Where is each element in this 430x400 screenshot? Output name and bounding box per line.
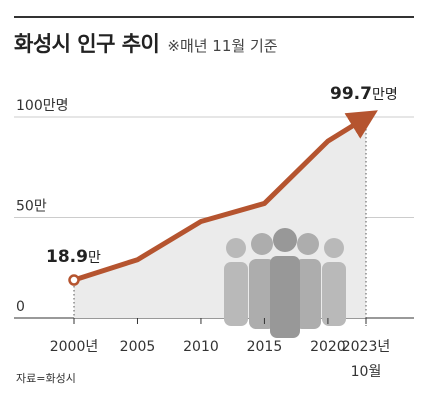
line-layer <box>68 110 378 286</box>
person-body <box>322 262 346 326</box>
x-tick-label: 2005 <box>120 339 156 355</box>
x-tick-sublabel: 10월 <box>351 364 382 380</box>
x-tick-label: 2020 <box>310 339 346 355</box>
value-label-end: 99.7만명 <box>330 84 398 104</box>
y-tick-label: 0 <box>16 299 25 315</box>
x-tick-label: 2000년 <box>50 339 99 355</box>
person-body <box>224 262 248 326</box>
value-label-end-number: 99.7 <box>330 84 372 104</box>
x-tick-label: 2010 <box>183 339 219 355</box>
data-point <box>199 220 202 223</box>
value-label-start-unit: 만 <box>88 250 101 266</box>
chart-subtitle: ※매년 11월 기준 <box>167 37 278 55</box>
person-head <box>273 228 297 252</box>
value-label-end-unit: 만명 <box>372 87 398 103</box>
series-line <box>71 110 378 283</box>
data-point <box>326 140 329 143</box>
data-point <box>263 202 266 205</box>
person-body <box>270 256 300 338</box>
value-label-start-number: 18.9 <box>46 247 88 267</box>
person-body <box>295 259 321 329</box>
person-head <box>324 238 344 258</box>
x-tick-label: 2023년 <box>342 339 391 355</box>
chart-header: 화성시 인구 추이 ※매년 11월 기준 <box>14 28 278 58</box>
y-tick-label: 50만 <box>16 199 47 215</box>
person-body <box>249 259 275 329</box>
x-tick-label: 2015 <box>247 339 283 355</box>
data-point <box>136 258 139 261</box>
people-icon <box>224 228 346 338</box>
person-head <box>226 238 246 258</box>
chart-title: 화성시 인구 추이 <box>14 32 160 56</box>
value-label-start: 18.9만 <box>46 247 101 267</box>
data-point <box>68 274 80 286</box>
person-head <box>297 233 319 255</box>
axis-layer <box>73 117 367 326</box>
top-rule <box>14 16 414 18</box>
person-head <box>251 233 273 255</box>
y-tick-label: 100만명 <box>16 98 68 114</box>
source-note: 자료=화성시 <box>16 372 76 385</box>
